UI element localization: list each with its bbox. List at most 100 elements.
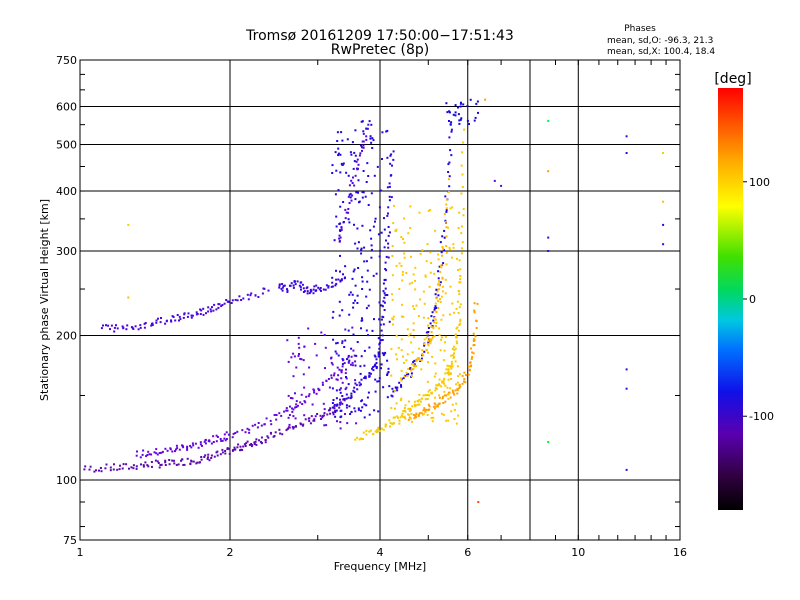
data-point (446, 364, 449, 367)
data-point (444, 335, 447, 338)
data-point (356, 341, 359, 343)
data-point (341, 381, 344, 384)
data-point (340, 369, 343, 372)
data-point (338, 314, 341, 317)
data-point (449, 248, 452, 251)
data-point (156, 460, 159, 463)
data-point (292, 375, 295, 378)
data-point (262, 287, 265, 290)
data-point (395, 228, 398, 231)
data-point (430, 339, 432, 342)
data-point (450, 372, 452, 375)
data-point (366, 396, 369, 399)
data-point (332, 338, 335, 341)
data-point (435, 297, 438, 300)
data-point (378, 380, 381, 383)
data-point (335, 404, 338, 407)
data-point (422, 354, 425, 357)
data-point (297, 336, 300, 339)
data-point (434, 318, 437, 321)
data-point (144, 322, 147, 324)
data-point (354, 284, 357, 287)
data-point (398, 422, 401, 425)
data-point (450, 363, 453, 365)
data-point (331, 164, 334, 167)
data-point (447, 368, 450, 371)
data-point (459, 322, 462, 325)
data-point (187, 312, 190, 315)
data-point (423, 407, 426, 410)
data-point (449, 285, 452, 288)
data-point (407, 367, 410, 370)
data-point (414, 279, 416, 282)
data-point (182, 316, 185, 319)
data-point (148, 453, 151, 456)
data-point (390, 374, 393, 377)
data-point (374, 217, 377, 220)
data-point (441, 380, 444, 383)
data-point (458, 324, 461, 326)
data-point (444, 195, 447, 198)
data-point (206, 457, 209, 460)
data-point (132, 328, 135, 330)
data-point (392, 222, 395, 225)
data-point (412, 361, 415, 364)
data-point (283, 410, 286, 413)
data-point (374, 390, 377, 393)
data-point (385, 269, 388, 272)
data-point (300, 358, 303, 361)
data-point (327, 286, 330, 289)
data-point (341, 395, 344, 397)
data-point (175, 448, 177, 451)
data-point (428, 285, 431, 288)
data-point (364, 375, 367, 378)
data-point (310, 415, 313, 418)
data-point (423, 408, 426, 411)
data-point (361, 224, 364, 227)
data-point (333, 405, 336, 408)
data-point (377, 426, 380, 429)
data-point (302, 359, 305, 362)
data-point (98, 469, 100, 472)
data-point (400, 349, 403, 352)
data-point (334, 193, 337, 196)
data-point (395, 402, 398, 405)
data-point (459, 102, 462, 105)
data-point (232, 432, 235, 435)
data-point (441, 290, 444, 293)
data-point (260, 424, 263, 427)
data-point (406, 375, 409, 377)
data-point (437, 403, 440, 406)
data-point (369, 229, 372, 232)
data-point (292, 408, 295, 411)
data-point (352, 333, 355, 336)
data-point (394, 386, 397, 389)
data-point (381, 427, 383, 430)
data-point (472, 332, 475, 335)
data-point (255, 443, 258, 446)
data-point (348, 313, 351, 316)
data-point (427, 317, 430, 320)
data-point (280, 414, 283, 417)
data-point (335, 352, 338, 355)
data-point (203, 440, 206, 443)
data-point (441, 246, 444, 248)
data-point (345, 377, 348, 380)
data-point (413, 400, 416, 403)
data-point (190, 316, 193, 319)
data-point (241, 429, 244, 432)
data-point (350, 153, 353, 156)
data-point (409, 417, 412, 420)
data-point (459, 268, 462, 271)
data-point (186, 447, 189, 450)
data-point (460, 117, 463, 120)
data-point (449, 396, 452, 399)
data-point (201, 444, 203, 447)
data-point (361, 120, 364, 123)
data-point (286, 288, 288, 291)
data-point (141, 453, 144, 456)
data-point (390, 153, 393, 156)
data-point (283, 284, 286, 287)
data-point (230, 302, 233, 304)
data-point (191, 314, 194, 317)
